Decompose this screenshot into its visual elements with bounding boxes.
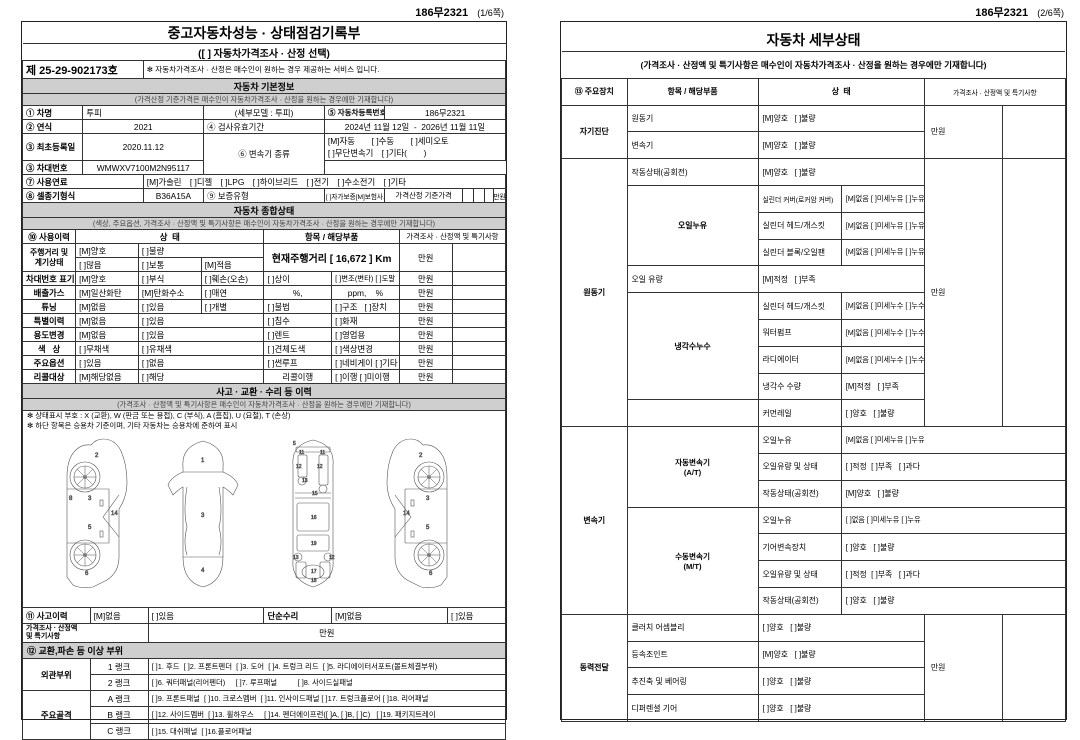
svg-text:3: 3 [201,513,205,519]
svg-text:1: 1 [201,458,205,464]
svg-text:12: 12 [317,464,323,470]
svg-text:5: 5 [426,525,430,531]
svg-text:15: 15 [312,491,318,497]
svg-text:6: 6 [429,571,433,577]
svg-text:13: 13 [302,478,308,484]
svg-text:5: 5 [88,525,92,531]
svg-text:12: 12 [296,464,302,470]
svg-text:3: 3 [88,496,92,502]
svg-text:14: 14 [111,511,118,517]
svg-text:16: 16 [311,515,317,521]
svg-text:11: 11 [299,450,304,456]
svg-text:18: 18 [311,578,317,584]
svg-text:2: 2 [419,453,423,459]
svg-text:13: 13 [293,555,299,561]
svg-text:2: 2 [95,453,99,459]
svg-text:14: 14 [403,511,410,517]
svg-text:19: 19 [311,541,317,547]
svg-text:8: 8 [69,496,73,502]
svg-text:4: 4 [201,568,205,574]
svg-text:5: 5 [293,441,296,447]
svg-text:17: 17 [311,569,317,575]
svg-text:6: 6 [85,571,89,577]
svg-text:12: 12 [329,555,335,561]
svg-text:11: 11 [320,450,325,456]
svg-text:3: 3 [426,496,430,502]
